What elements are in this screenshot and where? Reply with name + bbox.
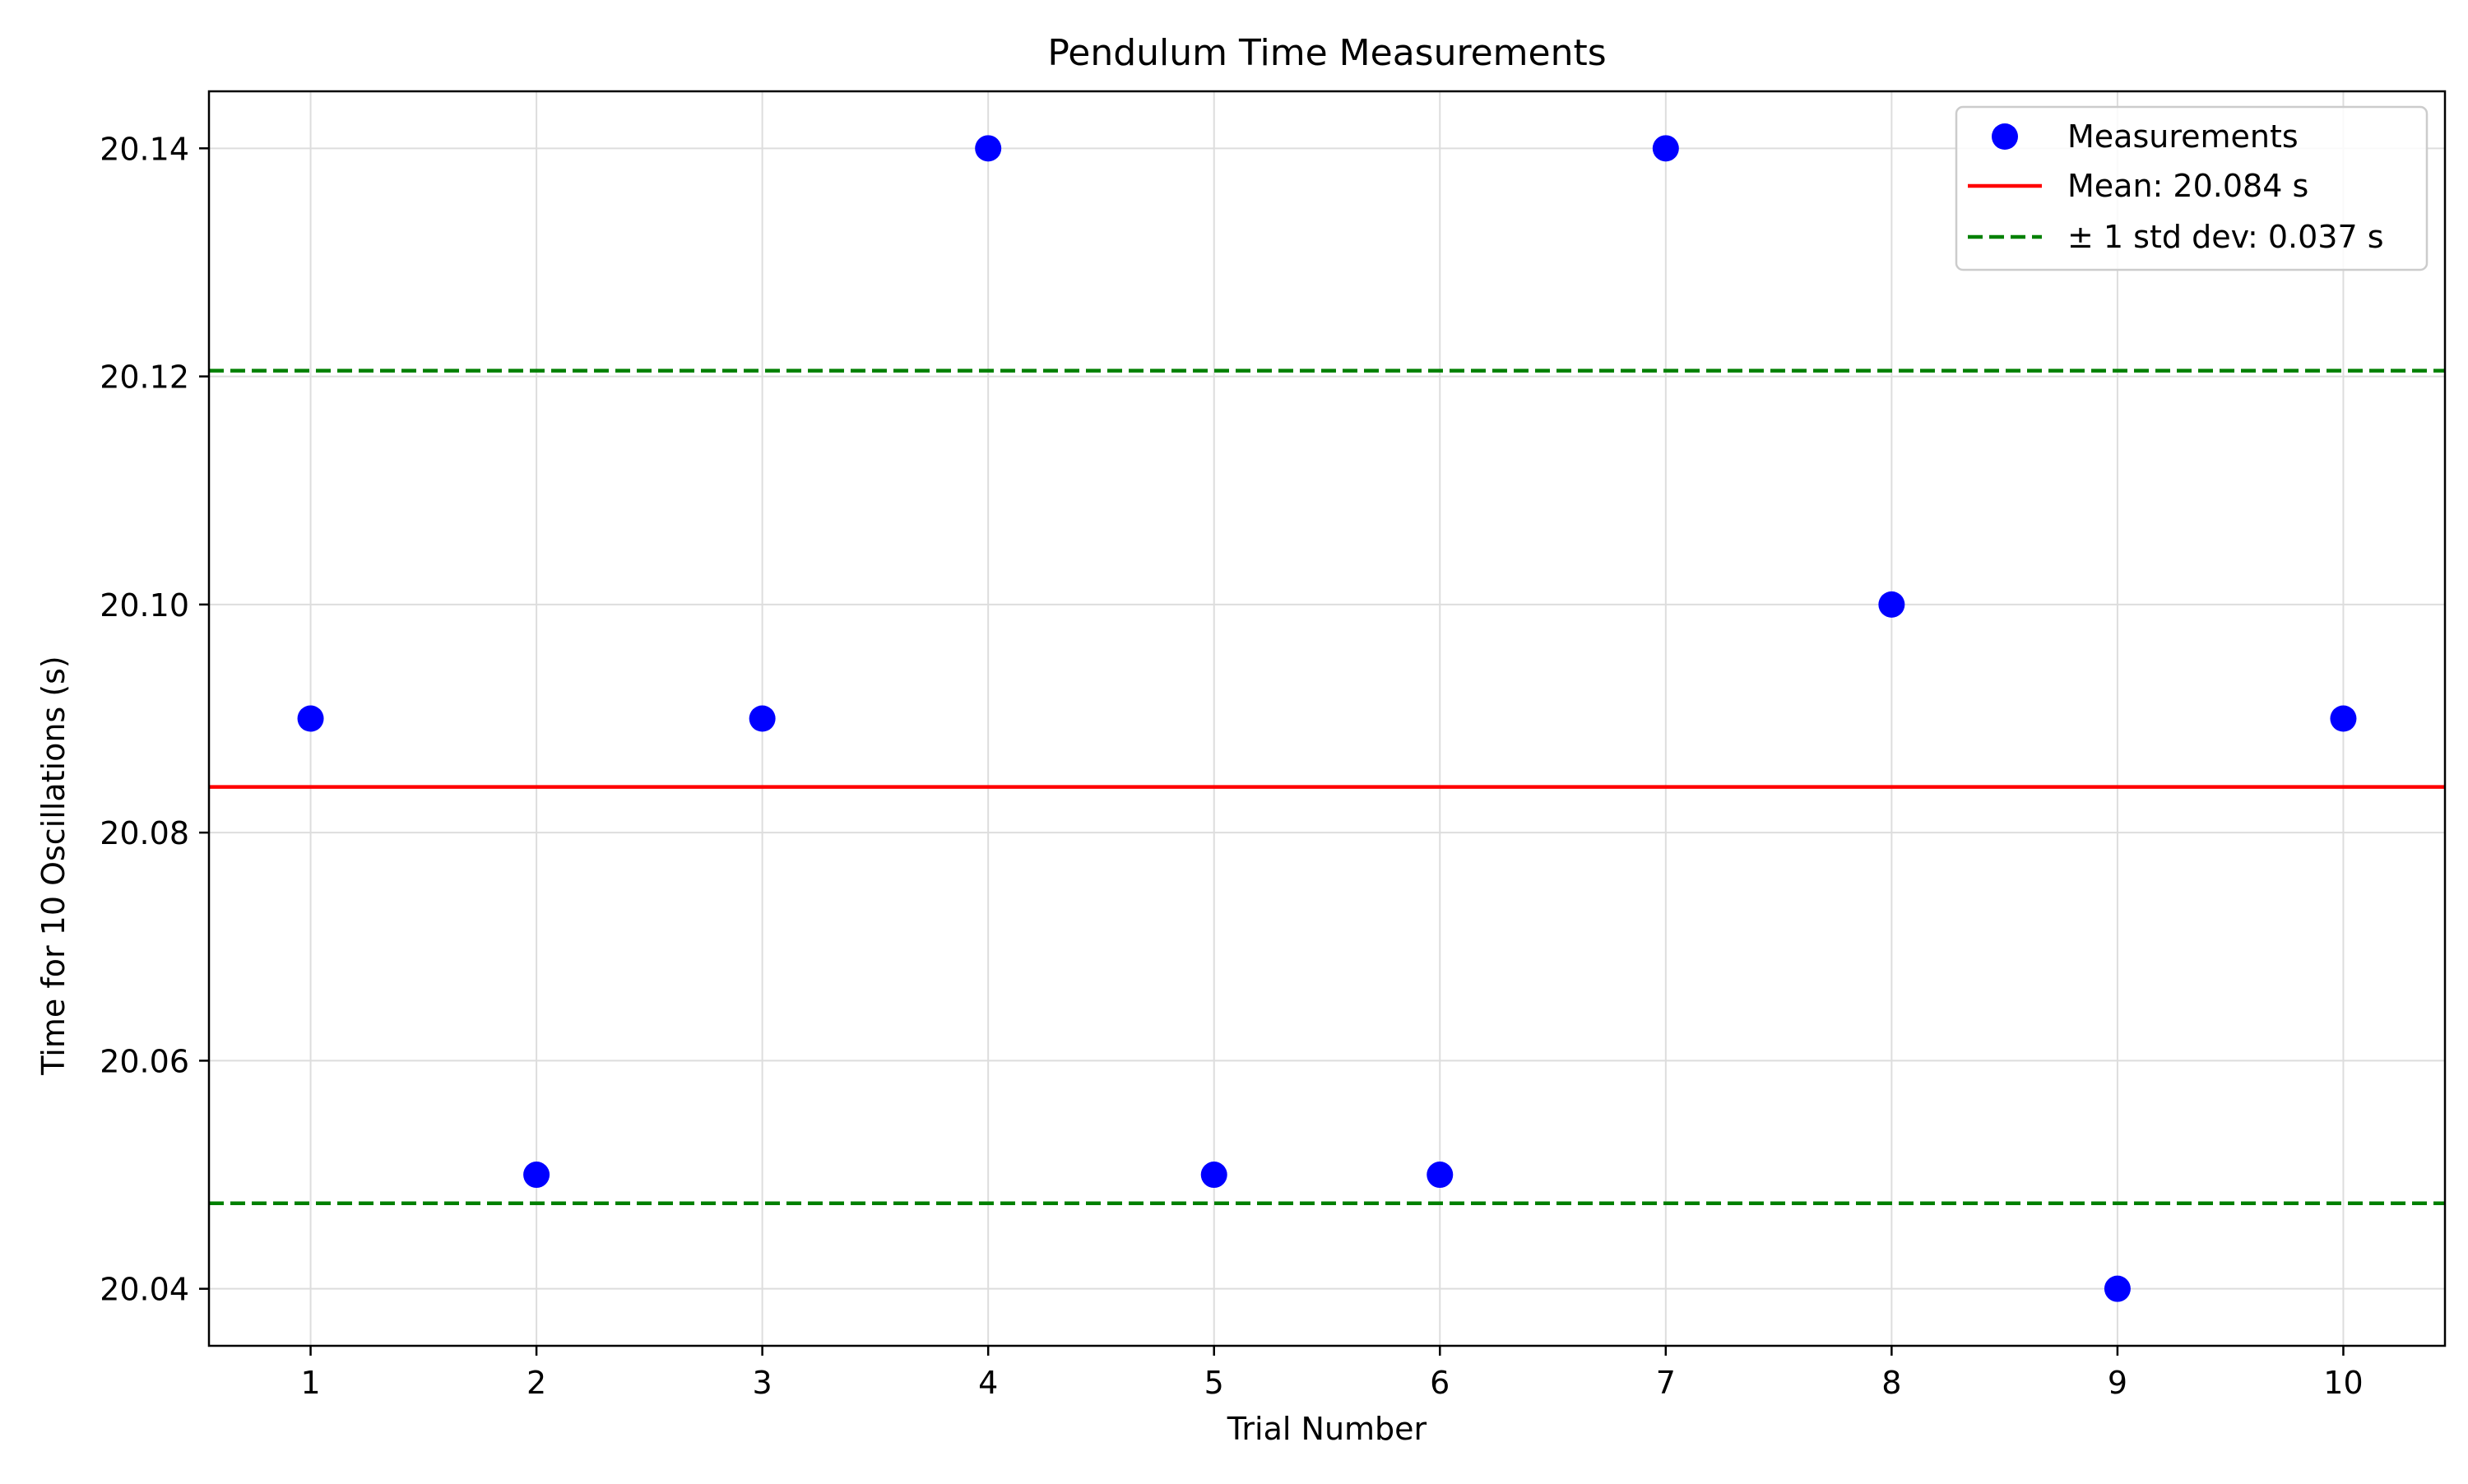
x-tick-label: 4 xyxy=(978,1365,998,1401)
x-tick-label: 5 xyxy=(1204,1365,1224,1401)
y-tick-label: 20.14 xyxy=(100,131,189,167)
y-axis-label: Time for 10 Oscillations (s) xyxy=(35,656,72,1076)
data-point xyxy=(1200,1162,1227,1189)
x-tick-label: 6 xyxy=(1430,1365,1450,1401)
data-point xyxy=(2330,705,2357,732)
x-tick-label: 9 xyxy=(2108,1365,2127,1401)
y-tick-label: 20.08 xyxy=(100,815,189,851)
data-point xyxy=(297,705,324,732)
legend-measurements-label: Measurements xyxy=(2067,118,2299,155)
x-tick-label: 2 xyxy=(527,1365,546,1401)
grid xyxy=(209,91,2445,1346)
chart-title: Pendulum Time Measurements xyxy=(1047,32,1606,74)
x-tick-label: 7 xyxy=(1656,1365,1676,1401)
data-point xyxy=(975,135,1002,162)
data-point xyxy=(523,1162,550,1189)
data-point xyxy=(1878,591,1905,618)
data-point xyxy=(1652,135,1679,162)
data-point xyxy=(2104,1275,2131,1302)
data-point xyxy=(749,705,776,732)
y-tick-label: 20.10 xyxy=(100,587,189,624)
legend-measurements-marker xyxy=(1992,123,2018,150)
data-points xyxy=(297,135,2357,1302)
y-tick-label: 20.06 xyxy=(100,1043,189,1079)
legend-box xyxy=(1955,105,2429,271)
plot-frame xyxy=(207,90,2447,1347)
y-tick-label: 20.12 xyxy=(100,359,189,396)
x-tick-label: 3 xyxy=(753,1365,772,1401)
legend-mean-label: Mean: 20.084 s xyxy=(2067,168,2308,204)
reference-lines xyxy=(209,369,2445,1205)
data-point xyxy=(1427,1162,1454,1189)
y-tick-label: 20.04 xyxy=(100,1272,189,1308)
x-axis-ticks: 1 2 3 4 5 6 7 8 9 10 xyxy=(300,1346,2364,1401)
x-tick-label: 10 xyxy=(2323,1365,2363,1401)
y-axis-ticks: 20.04 20.06 20.08 20.10 20.12 20.14 xyxy=(100,131,209,1308)
x-tick-label: 8 xyxy=(1881,1365,1901,1401)
x-axis-label: Trial Number xyxy=(1227,1411,1427,1447)
legend-std-label: ± 1 std dev: 0.037 s xyxy=(2067,219,2384,255)
x-tick-label: 1 xyxy=(300,1365,320,1401)
legend: Measurements Mean: 20.084 s ± 1 std dev:… xyxy=(1955,105,2429,271)
